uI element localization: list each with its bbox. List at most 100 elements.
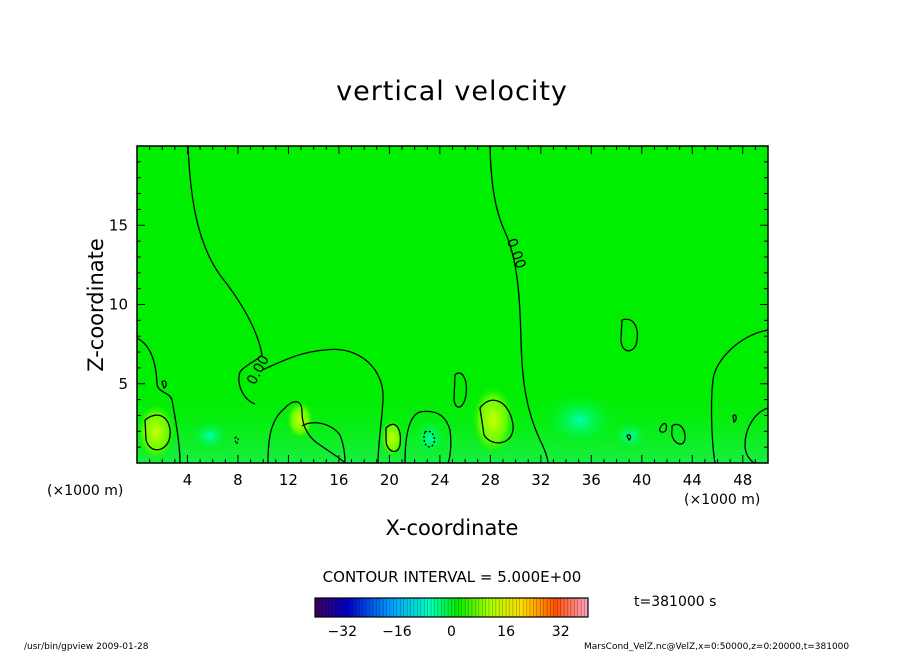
x-tick-label: 12 bbox=[279, 471, 298, 489]
colorbar-segment bbox=[475, 598, 480, 617]
colorbar-segment bbox=[373, 598, 377, 617]
contour-line bbox=[234, 436, 239, 445]
colorbar-segment bbox=[574, 598, 579, 617]
colorbar-segment bbox=[550, 598, 555, 617]
colorbar-segment bbox=[581, 598, 585, 617]
y-axis-unit: (×1000 m) bbox=[47, 483, 124, 499]
colorbar-segment bbox=[564, 598, 568, 617]
colorbar-segment bbox=[420, 598, 425, 617]
colorbar-segment bbox=[342, 598, 347, 617]
colorbar-segment bbox=[335, 598, 340, 617]
contour-line bbox=[423, 430, 436, 448]
colorbar-segment bbox=[410, 598, 415, 617]
colorbar-segment bbox=[448, 598, 452, 617]
colorbar-segment bbox=[499, 598, 503, 617]
colorbar-segment bbox=[413, 598, 418, 617]
colorbar-segment bbox=[536, 598, 541, 617]
colorbar-segment bbox=[533, 598, 538, 617]
y-axis: 5 10 15 bbox=[109, 161, 768, 448]
x-tick-label: 16 bbox=[329, 471, 348, 489]
contour-line bbox=[744, 407, 768, 463]
x-tick-label: 24 bbox=[430, 471, 449, 489]
colorbar-segment bbox=[352, 598, 357, 617]
colorbar-segment bbox=[403, 598, 408, 617]
colorbar-segment bbox=[461, 598, 466, 617]
colorbar-tick-label: −16 bbox=[382, 624, 412, 640]
colorbar-segment bbox=[519, 598, 524, 617]
colorbar-segment bbox=[366, 598, 370, 617]
contour-line bbox=[453, 372, 468, 408]
contour-line bbox=[261, 348, 384, 463]
colorbar-segment bbox=[318, 598, 323, 617]
colorbar-segment bbox=[400, 598, 405, 617]
contour-lines bbox=[137, 146, 768, 463]
colorbar-segment bbox=[502, 598, 507, 617]
colorbar-segment bbox=[396, 598, 401, 617]
colorbar-segment bbox=[332, 598, 336, 617]
colorbar-segment bbox=[506, 598, 510, 617]
colorbar-segment bbox=[478, 598, 483, 617]
contour-line bbox=[137, 337, 181, 463]
colorbar-segment bbox=[471, 598, 476, 617]
colorbar-segment bbox=[441, 598, 445, 617]
colorbar-segment bbox=[547, 598, 551, 617]
colorbar-frame bbox=[314, 597, 589, 618]
colorbar-segment bbox=[359, 598, 364, 617]
colorbar-segment bbox=[509, 598, 514, 617]
colorbar-segment bbox=[393, 598, 398, 617]
contour-line bbox=[187, 146, 263, 405]
contour-line bbox=[671, 423, 686, 445]
colorbar-segment bbox=[468, 598, 473, 617]
colorbar-segment bbox=[543, 598, 548, 617]
contour-line bbox=[144, 414, 171, 451]
contour-line bbox=[301, 422, 346, 463]
colorbar-segment bbox=[492, 598, 497, 617]
colorbar-segment bbox=[516, 598, 521, 617]
colorbar-tick-label: −32 bbox=[328, 624, 358, 640]
colorbar-segment bbox=[424, 598, 428, 617]
colorbar-segment bbox=[577, 598, 582, 617]
x-tick-label: 36 bbox=[582, 471, 601, 489]
footer-program-date: /usr/bin/gpview 2009-01-28 bbox=[24, 642, 149, 652]
colorbar-segment bbox=[570, 598, 575, 617]
colorbar-segment bbox=[355, 598, 360, 617]
x-tick-label: 20 bbox=[380, 471, 399, 489]
y-tick-label: 10 bbox=[109, 296, 128, 314]
x-tick-label: 8 bbox=[233, 471, 243, 489]
colorbar-segment bbox=[465, 598, 469, 617]
y-tick-label: 15 bbox=[109, 216, 128, 234]
colorbar-segment bbox=[362, 598, 367, 617]
chart-title: vertical velocity bbox=[336, 76, 568, 107]
contour-line bbox=[620, 318, 638, 352]
colorbar-segment bbox=[526, 598, 531, 617]
colorbar-segment bbox=[451, 598, 456, 617]
colorbar-segment bbox=[485, 598, 490, 617]
colorbar-segment bbox=[444, 598, 449, 617]
colorbar-segment bbox=[529, 598, 534, 617]
contour-line bbox=[658, 422, 668, 433]
colorbar-segment bbox=[489, 598, 493, 617]
colorbar-segment bbox=[523, 598, 527, 617]
colorbar-tick-label: 32 bbox=[552, 624, 570, 640]
colorbar-segment bbox=[328, 598, 333, 617]
field-shading bbox=[137, 380, 768, 463]
x-tick-label: 44 bbox=[683, 471, 702, 489]
colorbar-segment bbox=[417, 598, 422, 617]
colorbar-segment bbox=[386, 598, 391, 617]
contour-line bbox=[161, 380, 167, 389]
colorbar-segment bbox=[437, 598, 442, 617]
colorbar-segment bbox=[512, 598, 517, 617]
colorbar-segment bbox=[495, 598, 500, 617]
x-tick-label: 4 bbox=[183, 471, 193, 489]
colorbar-segment bbox=[315, 598, 319, 617]
x-axis-label: X-coordinate bbox=[385, 516, 519, 540]
x-tick-label: 48 bbox=[733, 471, 752, 489]
colorbar-segment bbox=[325, 598, 329, 617]
colorbar: −32 −16 0 16 32 bbox=[314, 597, 589, 640]
time-label: t=381000 s bbox=[634, 594, 717, 610]
colorbar-segment bbox=[379, 598, 384, 617]
contour-line bbox=[267, 401, 346, 463]
colorbar-segment bbox=[482, 598, 486, 617]
contour-line bbox=[732, 414, 737, 423]
